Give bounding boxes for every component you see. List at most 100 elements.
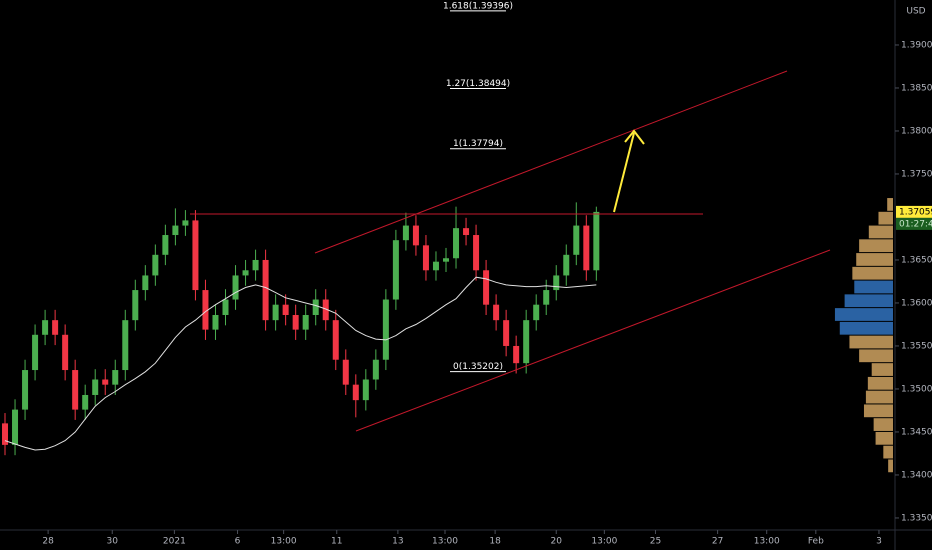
profile-bar	[856, 253, 893, 266]
candle-body	[563, 254, 570, 276]
candle-body	[392, 240, 399, 300]
candle-body	[533, 304, 540, 321]
fib-label: 1.618(1.39396)	[443, 1, 513, 11]
candle-body	[302, 315, 309, 330]
plot	[2, 198, 893, 473]
channel-lower	[355, 249, 831, 432]
x-tick-label: 13:00	[432, 537, 458, 547]
candle-body	[493, 304, 500, 321]
candle-body	[252, 259, 259, 271]
candle-body	[513, 345, 520, 364]
fib-label: 1.27(1.38494)	[446, 79, 510, 89]
candle-body	[212, 315, 219, 330]
x-tick-label: 25	[650, 537, 661, 547]
candle-body	[372, 359, 379, 380]
candle-body	[172, 225, 179, 236]
candle-body	[473, 235, 480, 271]
candle-body	[453, 228, 460, 259]
x-tick-label: 20	[551, 537, 563, 547]
profile-bar	[867, 376, 893, 390]
candle-body	[422, 245, 429, 271]
candle-body	[42, 320, 49, 335]
candle-body	[62, 334, 69, 371]
last-price-box	[896, 205, 932, 218]
candle-body	[272, 304, 279, 321]
x-tick-label: 11	[331, 537, 342, 547]
x-tick-label: Feb	[808, 537, 824, 547]
fib-label: 0(1.35202)	[453, 362, 503, 372]
projection-arrow	[613, 129, 645, 213]
candle-body	[523, 320, 530, 364]
candle-body	[583, 225, 590, 271]
x-tick-label: 30	[107, 537, 119, 547]
candle-body	[72, 370, 79, 410]
x-tick-label: 13:00	[591, 537, 617, 547]
candle-body	[322, 299, 329, 321]
candle-body	[382, 299, 389, 360]
x-tick-label: 13:00	[754, 537, 780, 547]
profile-bar	[878, 211, 893, 225]
profile-bar	[887, 198, 893, 211]
candle-body	[442, 258, 449, 262]
y-tick-label: 1.36500	[901, 255, 932, 265]
candle-body	[52, 320, 59, 335]
x-tick-label: 3	[876, 537, 882, 547]
profile-bar	[859, 349, 893, 363]
candle-body	[463, 228, 470, 236]
candle-body	[352, 384, 359, 401]
y-tick-label: 1.38500	[901, 83, 932, 93]
candle-body	[432, 261, 439, 271]
y-tick-label: 1.35000	[901, 384, 932, 394]
candle-body	[142, 275, 149, 291]
profile-bar	[883, 445, 893, 459]
x-tick-label: 27	[712, 537, 723, 547]
y-tick-label: 1.36000	[901, 298, 932, 308]
candle-body	[162, 235, 169, 255]
y-tick-label: 1.34500	[901, 427, 932, 437]
currency: USD	[906, 7, 925, 17]
profile-bar	[834, 308, 893, 321]
candle-body	[483, 270, 490, 305]
profile-bar	[868, 225, 893, 239]
y-tick-label: 1.34000	[901, 470, 932, 480]
moving-average	[4, 276, 597, 451]
profile-bar	[859, 239, 893, 253]
countdown-label: 01:27:43	[899, 219, 932, 229]
candle-body	[232, 275, 239, 300]
candle-body	[222, 299, 229, 316]
candle-body	[282, 304, 289, 316]
candle-body	[362, 379, 369, 401]
y-tick-label: 1.39000	[901, 40, 932, 50]
candle-body	[12, 409, 19, 445]
candle-body	[122, 320, 129, 371]
profile-bar	[844, 294, 893, 308]
profile-bar	[873, 418, 893, 431]
x-tick-label: 6	[235, 537, 241, 547]
candle-body	[402, 225, 409, 241]
profile-bar	[871, 363, 893, 376]
candle-body	[593, 211, 600, 271]
candle-body	[182, 220, 189, 226]
profile-bar	[863, 404, 893, 418]
candle-body	[152, 254, 159, 276]
candle-body	[412, 225, 419, 246]
candle-body	[503, 320, 510, 346]
x-tick-label: 13	[392, 537, 403, 547]
candle-body	[32, 334, 39, 371]
candle-body	[312, 299, 319, 316]
candle-body	[292, 315, 299, 330]
candle-body	[573, 225, 580, 255]
profile-bar	[888, 459, 893, 473]
profile-bar	[852, 266, 893, 280]
arrow-head	[624, 129, 645, 145]
candle-body	[102, 379, 109, 385]
candle-body	[543, 290, 550, 305]
profile-bar	[865, 390, 893, 404]
x-tick-label: 18	[489, 537, 501, 547]
y-tick-label: 1.37500	[901, 169, 932, 179]
profile-bar	[849, 335, 893, 349]
x-tick-label: 13:00	[271, 537, 297, 547]
candle-body	[92, 379, 99, 395]
profile-bar	[854, 280, 893, 294]
candle-body	[22, 370, 29, 410]
